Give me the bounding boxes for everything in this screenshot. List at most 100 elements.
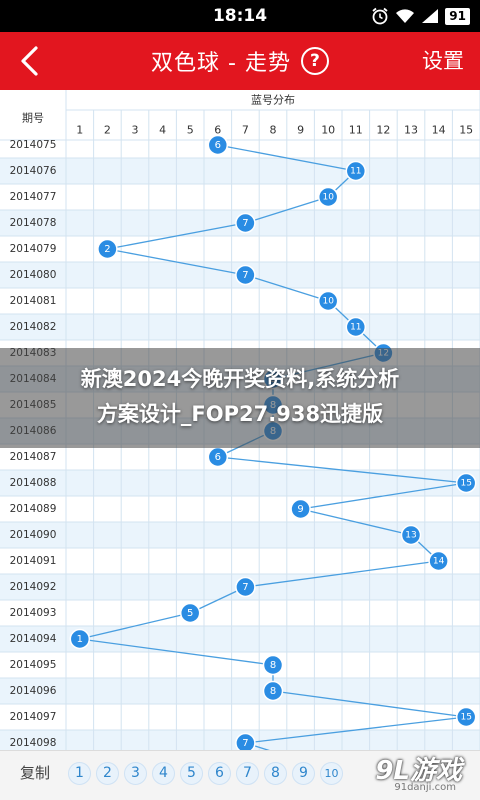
period-label: 2014088 xyxy=(10,477,57,489)
blue-ball-label: 10 xyxy=(322,193,334,203)
back-button[interactable] xyxy=(12,41,52,81)
period-label: 2014091 xyxy=(10,555,57,567)
blue-ball[interactable] xyxy=(317,290,339,312)
blue-ball[interactable] xyxy=(262,654,284,676)
column-header-10: 10 xyxy=(321,124,335,137)
blue-ball-label: 15 xyxy=(460,713,471,723)
number-button-4[interactable]: 4 xyxy=(152,762,175,785)
blue-ball[interactable] xyxy=(262,680,284,702)
blue-ball[interactable] xyxy=(235,212,256,234)
blue-ball-label: 7 xyxy=(242,582,248,593)
number-button-3[interactable]: 3 xyxy=(124,762,147,785)
table-row-bg xyxy=(0,470,480,496)
blue-ball[interactable] xyxy=(179,602,201,624)
column-header-11: 11 xyxy=(349,124,363,137)
table-row-bg xyxy=(0,444,480,470)
table-row-bg xyxy=(0,522,480,548)
column-header-9: 9 xyxy=(297,124,304,137)
blue-ball-label: 12 xyxy=(378,349,389,359)
number-button-1[interactable]: 1 xyxy=(68,762,91,785)
period-header: 期号 xyxy=(22,112,44,125)
copy-button[interactable]: 复制 xyxy=(20,764,51,782)
blue-ball[interactable] xyxy=(455,706,477,728)
watermark-logo: 9L游戏 xyxy=(375,756,462,786)
number-button-2[interactable]: 2 xyxy=(96,762,119,785)
blue-ball-label: 8 xyxy=(270,686,276,697)
column-header-6: 6 xyxy=(214,124,221,137)
trend-line-segment xyxy=(217,144,356,172)
overlay-line-2: 方案设计_FOP27.938迅捷版 xyxy=(96,402,384,426)
number-button-5[interactable]: 5 xyxy=(180,762,203,785)
page-title: 双色球 - 走势 xyxy=(151,51,291,76)
trend-line-segment xyxy=(272,690,467,718)
period-label: 2014095 xyxy=(10,659,57,671)
blue-ball[interactable] xyxy=(235,576,256,598)
table-row-bg xyxy=(0,184,480,210)
blue-ball[interactable] xyxy=(69,628,91,650)
bottom-bar: 复制 1 2 3 4 5 6 7 8 9 10 xyxy=(0,750,480,800)
column-header-8: 8 xyxy=(270,124,277,137)
overlay-caption: 新澳2024今晚开奖资料,系统分析 方案设计_FOP27.938迅捷版 xyxy=(0,362,480,432)
column-header-14: 14 xyxy=(432,124,446,137)
table-row-bg xyxy=(0,652,480,678)
blue-ball[interactable] xyxy=(207,134,229,156)
column-header-4: 4 xyxy=(159,124,166,137)
blue-ball-label: 15 xyxy=(460,479,471,489)
blue-ball[interactable] xyxy=(317,186,339,208)
column-header-2: 2 xyxy=(104,124,111,137)
column-header-3: 3 xyxy=(132,124,139,137)
column-header-5: 5 xyxy=(187,124,194,137)
period-label: 2014083 xyxy=(10,347,57,359)
trend-line-segment xyxy=(245,560,439,588)
number-button-9[interactable]: 9 xyxy=(292,762,315,785)
blue-ball[interactable] xyxy=(428,550,449,572)
trend-line-segment xyxy=(300,508,412,536)
number-button-8[interactable]: 8 xyxy=(264,762,287,785)
blue-ball[interactable] xyxy=(345,160,367,182)
blue-ball[interactable] xyxy=(97,238,118,260)
number-button-6[interactable]: 6 xyxy=(208,762,231,785)
blue-ball[interactable] xyxy=(345,316,367,338)
table-row-bg xyxy=(0,236,480,262)
period-label: 2014081 xyxy=(10,295,57,307)
trend-line-segment xyxy=(245,742,270,750)
blue-ball-label: 6 xyxy=(215,140,221,151)
blue-ball-label: 7 xyxy=(242,218,248,229)
trend-line-segment xyxy=(245,274,329,302)
period-label: 2014078 xyxy=(10,217,57,229)
blue-ball-label: 11 xyxy=(350,167,361,177)
period-label: 2014089 xyxy=(10,503,57,515)
blue-ball-label: 14 xyxy=(433,557,445,567)
column-header-7: 7 xyxy=(242,124,249,137)
period-label: 2014092 xyxy=(10,581,57,593)
trend-line-segment xyxy=(245,196,329,224)
blue-ball[interactable] xyxy=(235,732,256,751)
period-label: 2014079 xyxy=(10,243,57,255)
table-row-bg xyxy=(0,600,480,626)
help-icon[interactable]: ? xyxy=(300,47,329,75)
trend-line-segment xyxy=(245,716,467,744)
settings-button[interactable]: 设置 xyxy=(422,49,464,73)
blue-ball-label: 11 xyxy=(350,323,361,333)
blue-ball-label: 8 xyxy=(270,660,276,671)
blue-ball-label: 1 xyxy=(77,634,83,645)
blue-ball[interactable] xyxy=(400,524,422,546)
number-button-10[interactable]: 10 xyxy=(320,762,343,785)
period-label: 2014080 xyxy=(10,269,57,281)
blue-ball[interactable] xyxy=(455,472,477,494)
period-label: 2014098 xyxy=(10,737,57,749)
number-button-7[interactable]: 7 xyxy=(236,762,259,785)
table-row-bg xyxy=(0,548,480,574)
period-label: 2014076 xyxy=(10,165,57,177)
blue-ball-label: 7 xyxy=(242,738,248,749)
period-label: 2014075 xyxy=(10,139,57,151)
app-bar: 双色球 - 走势 ? 设置 xyxy=(0,32,480,90)
table-row-bg xyxy=(0,158,480,184)
column-header-1: 1 xyxy=(76,124,83,137)
back-arrow-icon xyxy=(21,46,38,76)
signal-icon xyxy=(422,9,439,23)
blue-ball[interactable] xyxy=(235,264,256,286)
blue-ball-label: 9 xyxy=(297,504,303,515)
blue-ball[interactable] xyxy=(290,498,311,520)
table-row-bg xyxy=(0,314,480,340)
